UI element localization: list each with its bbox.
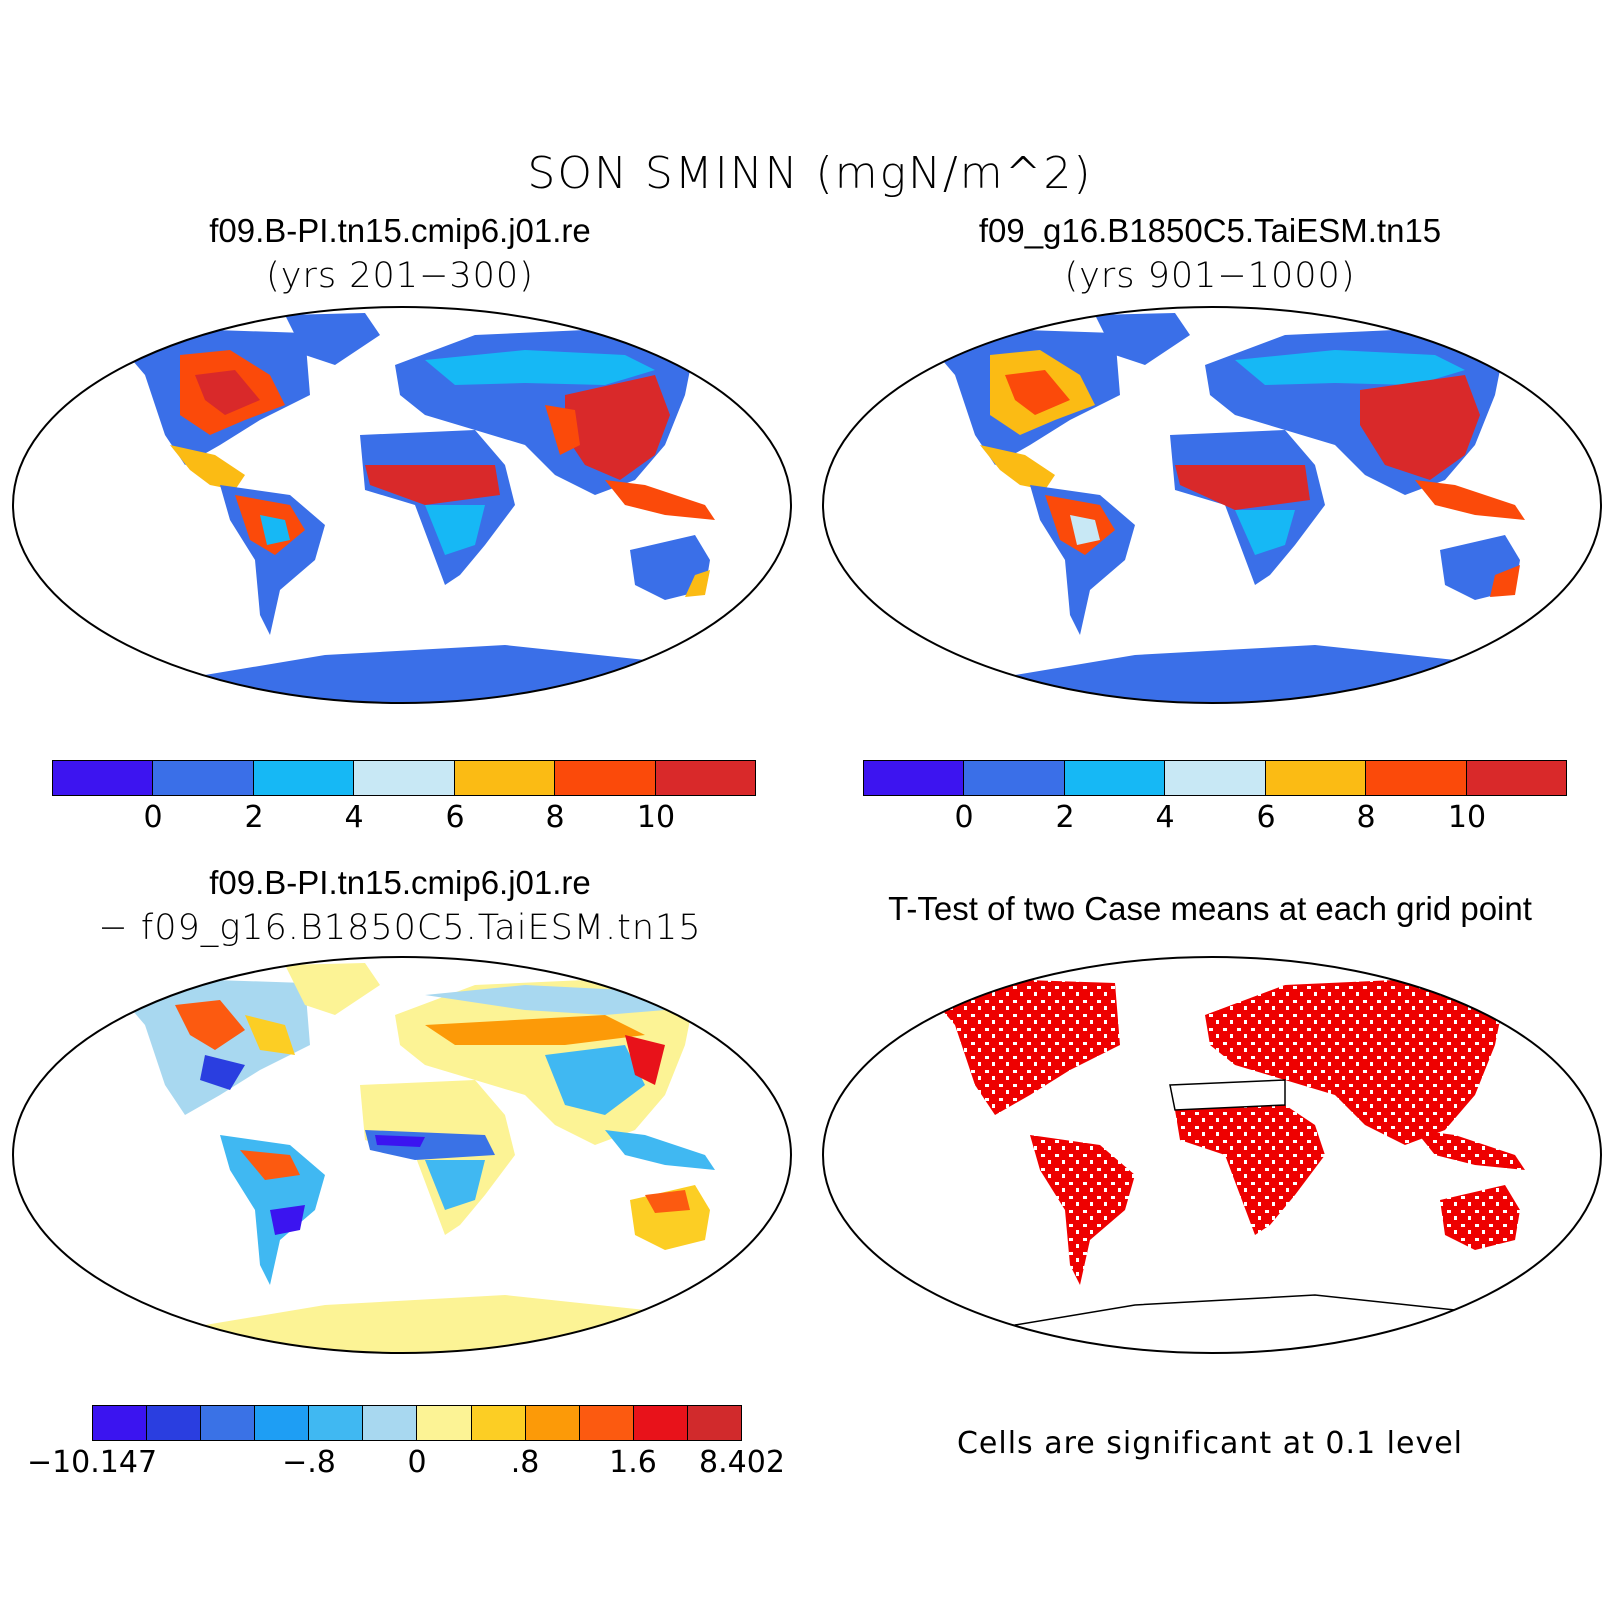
- colorbar-swatch: [147, 1406, 202, 1440]
- colorbar-swatch: [93, 1406, 148, 1440]
- colorbar-swatch: [1466, 761, 1566, 795]
- colorbar-bottom-left-label: 1.6: [609, 1445, 657, 1480]
- continents-bottom-left: [13, 963, 791, 1353]
- colorbar-top-right: [863, 760, 1567, 796]
- colorbar-top-right-label: 2: [1055, 800, 1075, 835]
- colorbar-swatch: [255, 1406, 310, 1440]
- colorbar-swatch: [417, 1406, 472, 1440]
- colorbar-top-left-label: 6: [445, 800, 465, 835]
- colorbar-swatch: [525, 1406, 580, 1440]
- panel-top-right-case: f09_g16.B1850C5.TaiESM.tn15: [978, 212, 1442, 249]
- colorbar-swatch: [579, 1406, 634, 1440]
- colorbar-swatch: [1265, 761, 1367, 795]
- colorbar-top-left-label: 2: [244, 800, 264, 835]
- panel-top-left-years: (yrs 201−300): [266, 256, 534, 296]
- panel-bottom-right-title: T-Test of two Case means at each grid po…: [888, 890, 1532, 927]
- colorbar-swatch: [471, 1406, 526, 1440]
- continents-bottom-right: [823, 980, 1601, 1353]
- panel-bottom-left-minus: − f09_g16.B1850C5.TaiESM.tn15: [98, 908, 702, 948]
- colorbar-top-right-label: 0: [954, 800, 974, 835]
- colorbar-top-left-label: 8: [545, 800, 565, 835]
- colorbar-swatch: [153, 761, 254, 795]
- colorbar-top-left-label: 0: [143, 800, 163, 835]
- colorbar-top-right-label: 8: [1356, 800, 1376, 835]
- colorbar-swatch: [655, 761, 755, 795]
- map-top-right: [822, 306, 1602, 704]
- colorbar-swatch: [633, 1406, 688, 1440]
- colorbar-swatch: [1165, 761, 1266, 795]
- colorbar-bottom-left: [92, 1405, 742, 1441]
- panel-top-left-case: f09.B-PI.tn15.cmip6.j01.re: [209, 212, 591, 249]
- colorbar-bottom-left-label: 8.402: [699, 1445, 785, 1480]
- colorbar-top-right-label: 10: [1447, 800, 1487, 835]
- map-top-left: [12, 306, 792, 704]
- colorbar-swatch: [253, 761, 355, 795]
- colorbar-swatch: [1064, 761, 1166, 795]
- panel-top-right-years: (yrs 901−1000): [1064, 256, 1356, 296]
- colorbar-swatch: [201, 1406, 256, 1440]
- colorbar-swatch: [309, 1406, 364, 1440]
- map-bottom-left: [12, 956, 792, 1354]
- colorbar-swatch: [53, 761, 154, 795]
- continents-top-right: [823, 313, 1601, 703]
- colorbar-bottom-left-label: −.8: [282, 1445, 336, 1480]
- colorbar-bottom-left-label: .8: [510, 1445, 540, 1480]
- colorbar-swatch: [354, 761, 455, 795]
- panel-bottom-left-case: f09.B-PI.tn15.cmip6.j01.re: [209, 864, 591, 901]
- colorbar-top-right-label: 6: [1256, 800, 1276, 835]
- colorbar-swatch: [363, 1406, 418, 1440]
- colorbar-swatch: [964, 761, 1065, 795]
- colorbar-top-left: [52, 760, 756, 796]
- colorbar-swatch: [864, 761, 965, 795]
- colorbar-swatch: [687, 1406, 741, 1440]
- colorbar-swatch: [454, 761, 556, 795]
- map-bottom-right: [822, 956, 1602, 1354]
- colorbar-swatch: [1366, 761, 1467, 795]
- colorbar-top-right-label: 4: [1155, 800, 1175, 835]
- figure-title: SON SMINN (mgN/m^2): [527, 148, 1093, 199]
- significance-note: Cells are significant at 0.1 level: [956, 1426, 1463, 1461]
- colorbar-top-left-label: 4: [344, 800, 364, 835]
- colorbar-bottom-left-label: −10.147: [26, 1445, 158, 1480]
- continents-top-left: [13, 313, 791, 703]
- colorbar-top-left-label: 10: [636, 800, 676, 835]
- colorbar-bottom-left-label: 0: [407, 1445, 427, 1480]
- colorbar-swatch: [555, 761, 656, 795]
